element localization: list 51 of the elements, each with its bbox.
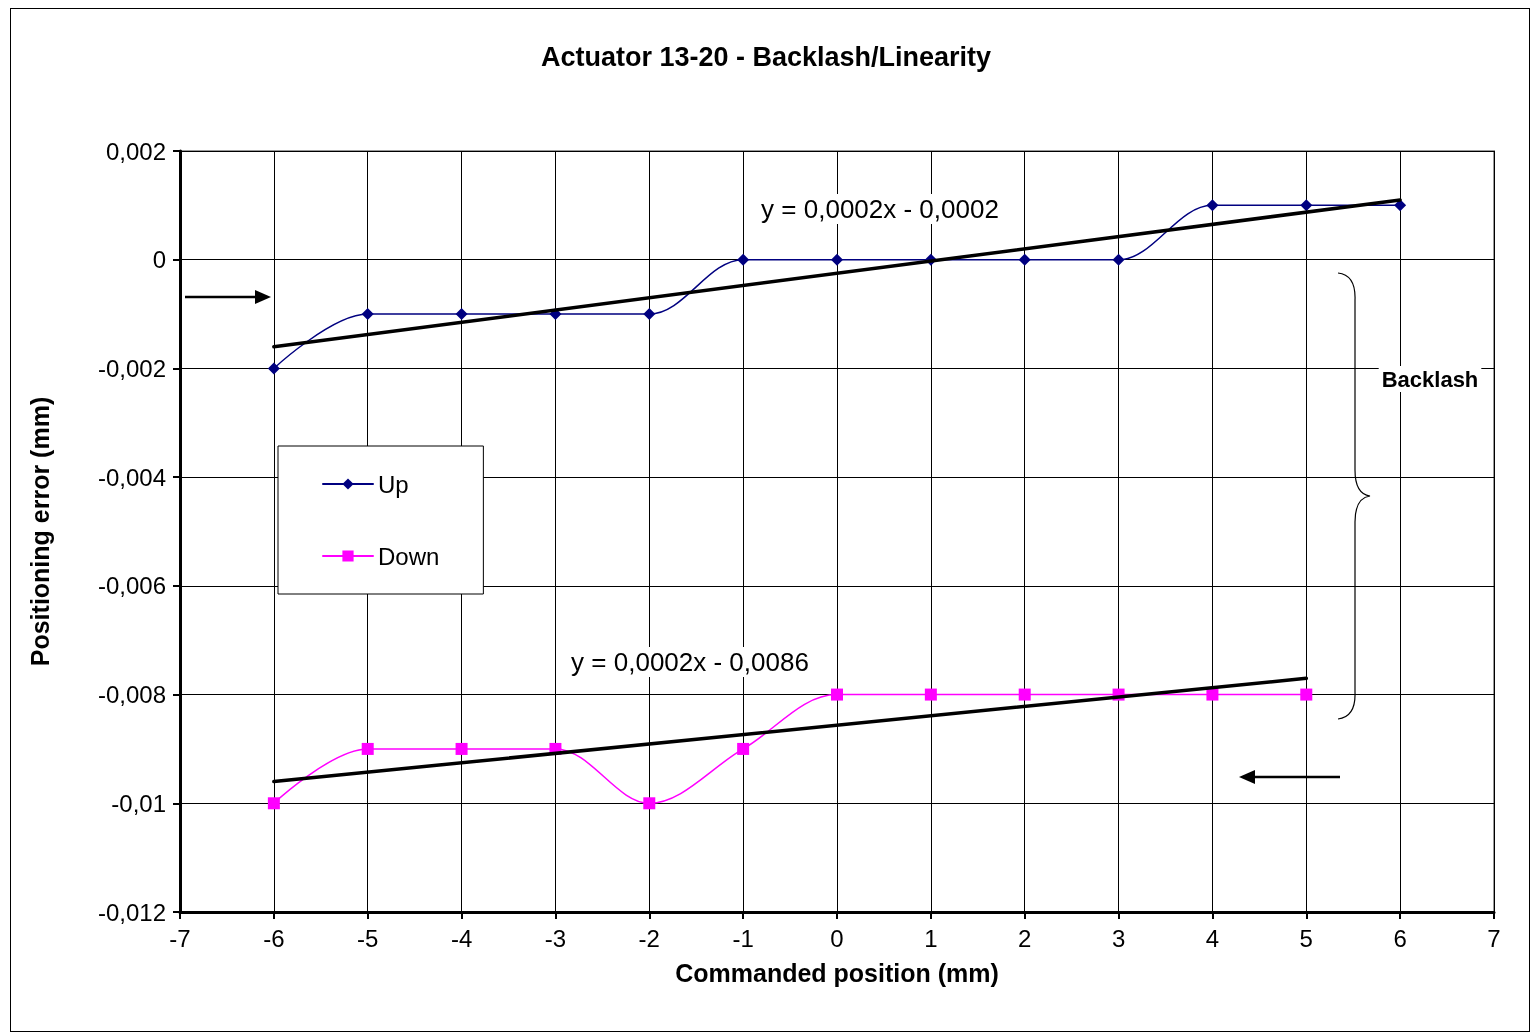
point — [1018, 253, 1031, 266]
point — [737, 742, 750, 755]
x-tick-label: 7 — [1487, 924, 1501, 952]
annotation: Backlash — [1381, 366, 1479, 392]
x-tick-label: 2 — [1018, 924, 1032, 952]
y-tick-label: -0,004 — [97, 463, 166, 491]
x-tick-label: -2 — [638, 924, 660, 952]
point — [643, 308, 656, 321]
point — [831, 688, 843, 701]
legend-label: Down — [378, 542, 440, 570]
x-tick-label: 3 — [1111, 924, 1126, 952]
point — [1300, 199, 1313, 212]
x-tick-label: -3 — [544, 924, 567, 952]
point — [737, 253, 750, 266]
legend-label: Up — [378, 470, 409, 498]
x-tick-label: -1 — [732, 924, 754, 952]
y-tick-label: -0,01 — [111, 789, 166, 817]
point — [1300, 688, 1313, 701]
y-tick-label: -0,006 — [97, 572, 166, 600]
point — [267, 797, 280, 810]
x-tick-label: 0 — [830, 924, 844, 952]
x-tick-label: 1 — [924, 924, 938, 952]
x-tick-label: -7 — [169, 924, 191, 952]
point — [455, 308, 468, 321]
x-axis-title: Commanded position (mm) — [675, 958, 999, 987]
x-tick-label: -6 — [263, 924, 285, 952]
x-tick-label: -5 — [357, 924, 379, 952]
point — [361, 742, 374, 755]
point — [1112, 253, 1125, 266]
point — [831, 253, 843, 266]
x-tick-label: 4 — [1205, 924, 1220, 952]
y-tick-label: 0 — [152, 246, 166, 274]
point — [643, 797, 656, 810]
chart-title: Actuator 13-20 - Backlash/Linearity — [540, 41, 992, 72]
y-tick-label: -0,012 — [97, 898, 166, 926]
x-tick-label: 6 — [1393, 924, 1407, 952]
point — [361, 308, 374, 321]
point — [1206, 688, 1219, 701]
point — [267, 362, 280, 375]
point — [924, 688, 937, 701]
y-tick-label: -0,008 — [97, 681, 166, 709]
point — [1018, 688, 1031, 701]
point — [455, 742, 468, 755]
x-tick-label: 5 — [1299, 924, 1313, 952]
x-tick-label: -4 — [450, 924, 473, 952]
annotation: y = 0,0002x - 0,0002 — [761, 194, 999, 224]
y-tick-label: -0,002 — [97, 354, 166, 382]
annotation: y = 0,0002x - 0,0086 — [571, 647, 809, 677]
point — [1206, 199, 1219, 212]
y-axis-title: Positioning error (mm) — [25, 396, 54, 667]
y-tick-label: 0,002 — [105, 137, 166, 165]
